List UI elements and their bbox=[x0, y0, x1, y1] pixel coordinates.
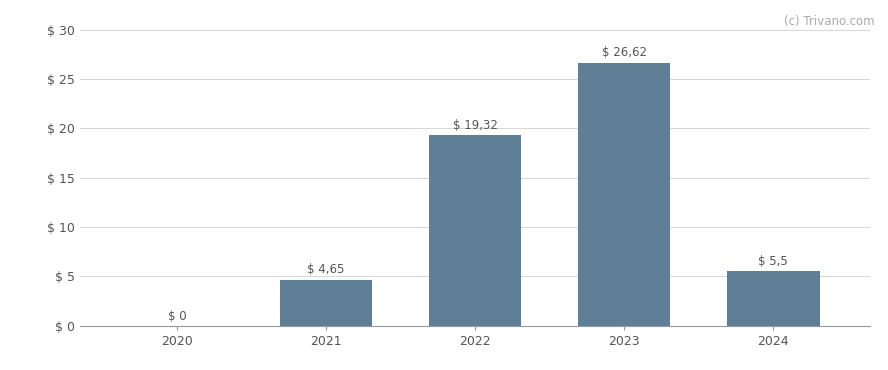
Text: $ 0: $ 0 bbox=[168, 310, 186, 323]
Text: (c) Trivano.com: (c) Trivano.com bbox=[784, 15, 875, 28]
Bar bbox=[280, 280, 372, 326]
Text: $ 26,62: $ 26,62 bbox=[602, 47, 646, 60]
Text: $ 4,65: $ 4,65 bbox=[307, 263, 345, 276]
Bar bbox=[727, 271, 820, 326]
Bar bbox=[429, 135, 521, 326]
Text: $ 19,32: $ 19,32 bbox=[453, 118, 497, 131]
Text: $ 5,5: $ 5,5 bbox=[758, 255, 789, 268]
Bar bbox=[578, 63, 670, 326]
